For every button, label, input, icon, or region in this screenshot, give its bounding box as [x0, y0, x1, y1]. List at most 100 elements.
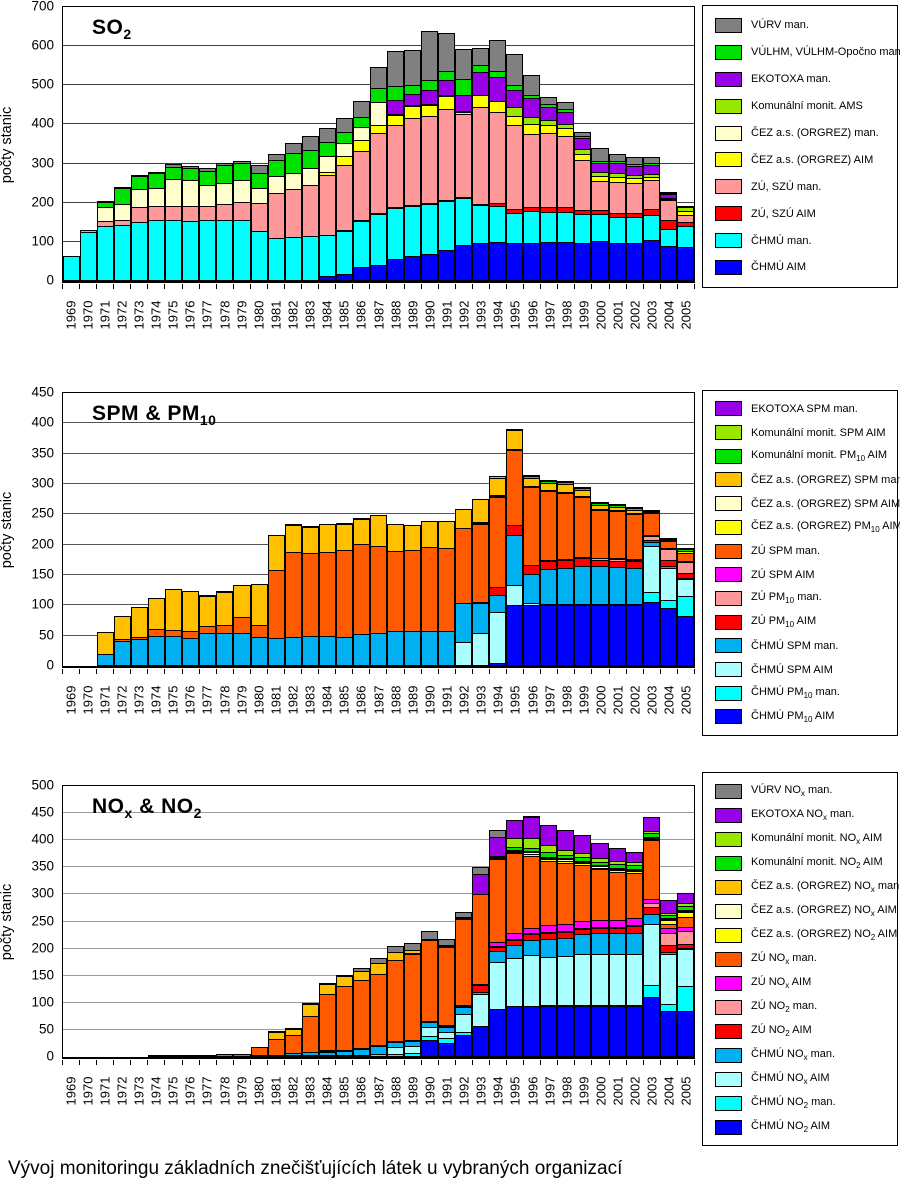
bar-1971: [97, 631, 115, 666]
bar-segment: [318, 142, 336, 157]
bar-segment: [386, 1054, 404, 1057]
legend-item: ČHMÚ SPM man.: [715, 638, 897, 654]
bar-segment: [455, 114, 473, 198]
bar-segment: [472, 894, 490, 986]
bar-segment: [591, 241, 609, 281]
x-tick: [251, 1060, 268, 1065]
bar-segment: [455, 197, 473, 246]
bar-segment: [216, 1054, 234, 1057]
legend-label: Komunální monit. AMS: [751, 100, 863, 113]
y-tick-label: 300: [31, 475, 54, 491]
bar-segment: [625, 243, 643, 281]
legend-item: ZÚ NOx AIM: [715, 975, 897, 991]
bar-segment: [472, 603, 490, 634]
x-axis-label: 2001: [610, 300, 626, 330]
bar-segment: [642, 180, 660, 210]
bar-segment: [301, 184, 319, 237]
bar-1969: [63, 256, 81, 281]
bar-segment: [216, 592, 234, 627]
bar-segment: [335, 1055, 353, 1057]
y-tick-label: 100: [31, 233, 54, 249]
x-axis-label: 2001: [610, 1076, 626, 1106]
bar-segment: [233, 201, 251, 222]
bar-1974: [148, 598, 166, 666]
x-axis-label: 1991: [439, 685, 455, 715]
x-axis-label: 1980: [251, 685, 267, 715]
bar-segment: [489, 39, 507, 72]
bar-1974: [148, 171, 166, 281]
bar-segment: [284, 1055, 302, 1057]
legend-item: EKOTOXA SPM man.: [715, 401, 897, 417]
bar-1996: [523, 75, 541, 281]
bar-segment: [250, 1055, 268, 1057]
x-tick: [541, 1060, 559, 1065]
bar-1973: [131, 606, 149, 666]
legend-swatch: [715, 783, 742, 799]
legend-swatch: [715, 662, 742, 678]
bar-segment: [403, 50, 421, 87]
y-tick-label: 450: [31, 384, 54, 400]
legend-swatch: [715, 807, 742, 823]
bar-segment: [574, 864, 592, 922]
bar-segment: [489, 477, 507, 497]
legend-label: EKOTOXA man.: [751, 73, 831, 86]
bar-segment: [523, 133, 541, 209]
bar-segment: [301, 236, 319, 281]
x-tick: [80, 284, 98, 289]
bar-segment: [608, 567, 626, 606]
bar-segment: [557, 567, 575, 606]
legend-swatch: [715, 519, 742, 535]
bar-segment: [369, 133, 387, 214]
bar-segment: [540, 211, 558, 243]
bar-segment: [676, 578, 694, 598]
bar-segment: [420, 940, 439, 1022]
bar-segment: [574, 954, 592, 1006]
bar-segment: [540, 824, 558, 847]
x-tick: [200, 1060, 217, 1065]
x-tick: [302, 284, 320, 289]
bar-segment: [472, 204, 490, 244]
bar-segment: [233, 584, 251, 618]
bar-segment: [540, 491, 558, 561]
x-tick: [285, 1060, 303, 1065]
x-tick: [439, 1060, 456, 1065]
bar-segment: [540, 1005, 558, 1057]
bar-1991: [438, 32, 456, 281]
bar-segment: [574, 834, 592, 854]
x-tick: [610, 284, 627, 289]
x-axis-label: 1978: [217, 300, 233, 330]
bar-segment: [250, 624, 268, 638]
bar-1976: [182, 165, 200, 281]
bar-segment: [335, 549, 353, 638]
x-axis-label: 1982: [285, 300, 301, 330]
y-tick-label: 250: [31, 505, 54, 521]
legend-label: ČEZ a.s. (ORGREZ) NO2 AIM: [751, 927, 898, 943]
x-axis-label: 1971: [97, 685, 113, 715]
bar-segment: [216, 219, 234, 281]
x-tick: [268, 669, 286, 674]
y-tick-label: 200: [31, 194, 54, 210]
bar-segment: [301, 526, 319, 554]
bar-segment: [472, 632, 490, 666]
y-tick-label: 400: [31, 831, 54, 847]
x-axis-label: 1988: [388, 1076, 404, 1106]
bars-nox: [63, 786, 694, 1057]
bar-2005: [676, 892, 694, 1057]
bar-segment: [608, 871, 626, 921]
legend-label: ČHMÚ PM10 man.: [751, 686, 840, 701]
bar-2004: [659, 900, 677, 1057]
legend-item: VÚRV man.: [715, 17, 897, 33]
y-axis-ticks-spm: 0 50 100 150 200 250 300 350 400 450: [18, 385, 58, 672]
bar-1997: [540, 479, 558, 666]
bar-segment: [591, 214, 609, 243]
x-tick: [319, 669, 337, 674]
x-tick: [268, 1060, 286, 1065]
x-axis-label: 1982: [285, 1076, 301, 1106]
x-axis-labels-nox: 1969 1970 1971 1972 1973 1974 1975 1976 1977 1978…: [62, 1067, 695, 1115]
bar-segment: [182, 590, 200, 633]
bar-segment: [455, 1014, 473, 1033]
bar-segment: [318, 175, 336, 237]
legend-swatch: [715, 567, 742, 583]
bar-1988: [386, 524, 404, 666]
y-tick-label: 500: [31, 76, 54, 92]
